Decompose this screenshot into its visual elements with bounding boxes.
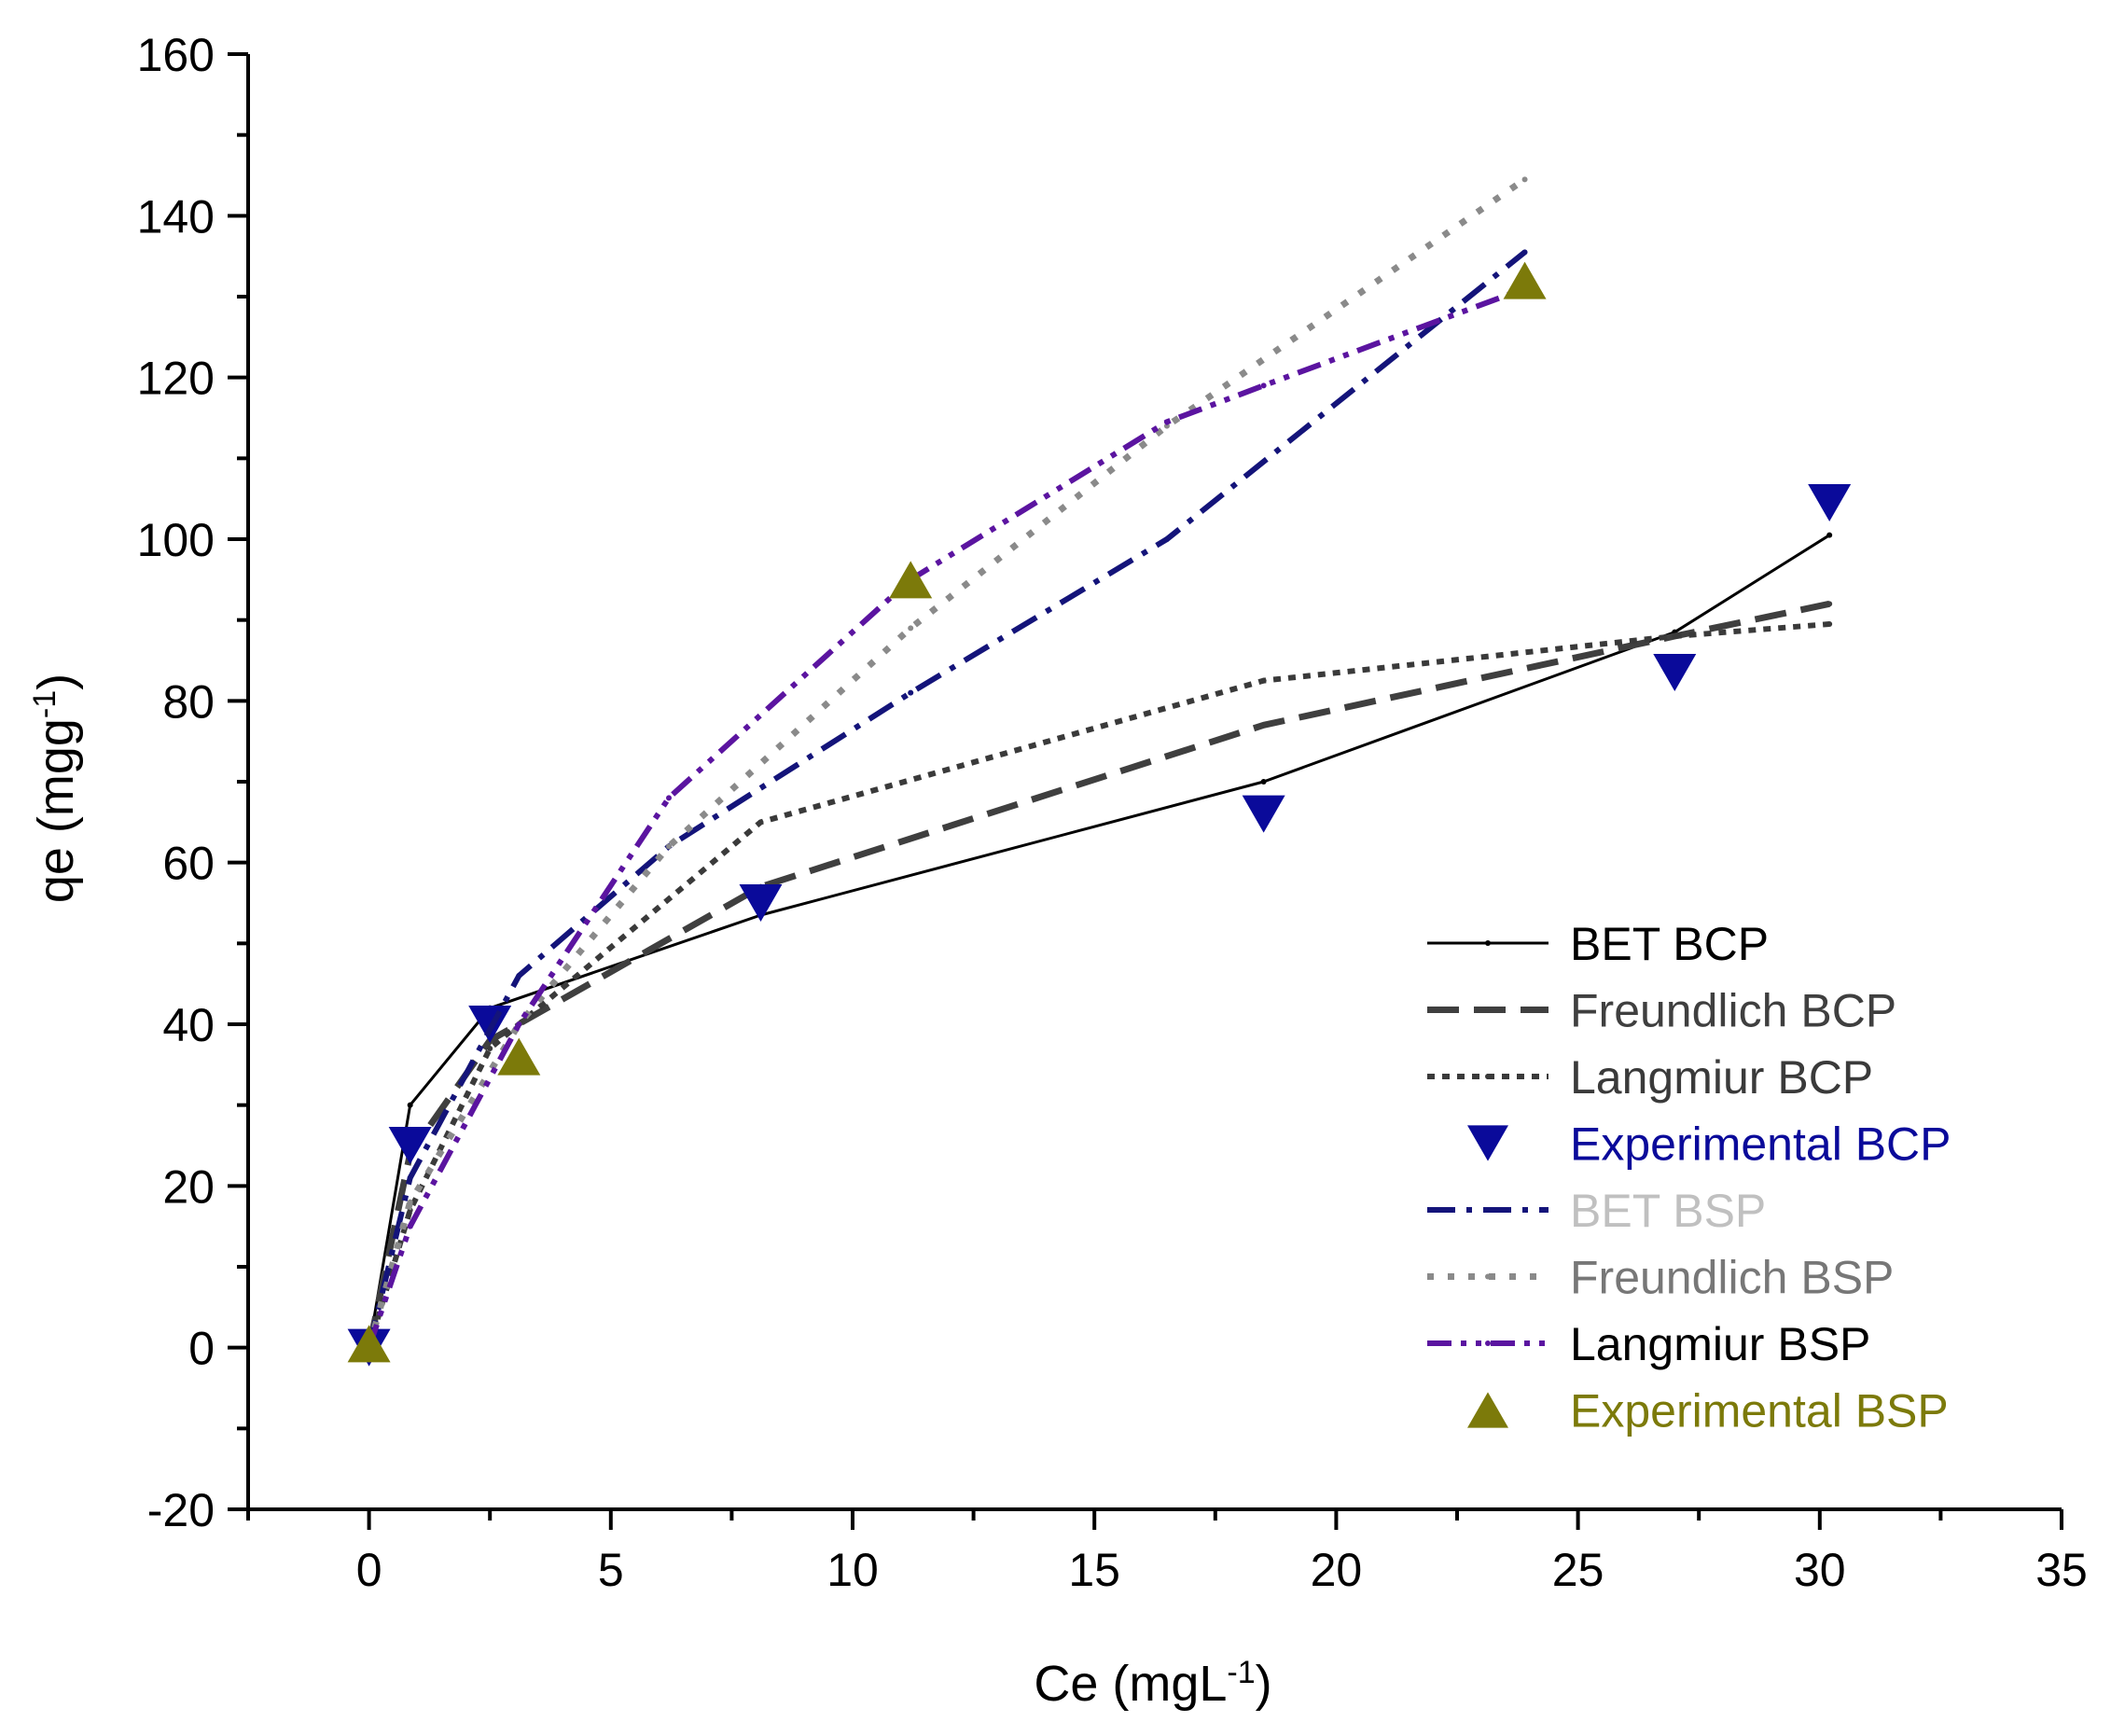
series-point [757,819,764,826]
series-experimental-bcp [347,483,1852,1367]
legend-swatch-point [1485,1074,1491,1079]
legend-item: Freundlich BSP [1427,1252,1894,1304]
legend-label: Langmiur BSP [1570,1318,1870,1370]
y-tick-label: 120 [137,353,215,405]
series-point [1826,532,1833,538]
legend-item: Freundlich BCP [1427,985,1896,1037]
y-tick-label: 60 [162,838,215,890]
series-point [407,1102,413,1108]
legend-label: Langmiur BCP [1570,1051,1873,1104]
x-tick-label: 0 [356,1544,382,1596]
series-point [1826,601,1833,607]
legend-swatch-point [1485,940,1491,946]
data-point [739,883,783,923]
series-point [1260,779,1267,785]
x-tick-label: 15 [1068,1544,1120,1596]
series-line [366,249,1527,1349]
legend-item: Experimental BSP [1467,1385,1949,1437]
legend-label: Freundlich BCP [1570,985,1896,1037]
x-tick-label: 20 [1311,1544,1363,1596]
legend-label: Freundlich BSP [1570,1252,1894,1304]
series-point [516,973,522,979]
series-point [407,1199,413,1205]
series-langmiur-bsp [366,285,1528,1351]
legend-item: BET BSP [1427,1185,1766,1237]
data-point [497,1037,541,1076]
series-point [908,689,914,696]
series-freundlich-bsp [366,176,1528,1351]
legend-swatch-point [1485,1007,1491,1013]
y-tick-label: 20 [162,1160,215,1213]
data-point [1653,653,1697,692]
series-point [1163,536,1170,542]
series-point [1260,677,1267,684]
series-point [1163,419,1170,425]
series-point [487,1046,493,1051]
legend-swatch-point [1485,1273,1491,1280]
legend-label: Experimental BCP [1570,1118,1951,1171]
data-point [1503,261,1547,299]
series-point [666,843,673,850]
series-point [516,1021,522,1027]
series-point [407,1174,413,1181]
legend-item: Experimental BCP [1467,1118,1951,1171]
legend-item: BET BCP [1427,918,1769,970]
y-tick-label: 100 [137,514,215,566]
legend-label: BET BSP [1570,1185,1766,1237]
series-point [1672,633,1678,639]
legend-swatch-point [1485,1207,1491,1213]
legend-label: Experimental BSP [1570,1385,1949,1437]
legend-item: Langmiur BCP [1427,1051,1873,1104]
axis-labels: Ce (mgL-1) qe (mgg-1) [27,674,1272,1712]
series-point [666,795,673,801]
y-axis-title-superscript: -1 [27,690,62,718]
x-tick-label: 30 [1794,1544,1846,1596]
series-bet-bsp [366,249,1528,1351]
data-point [1808,483,1852,522]
y-tick-label: 40 [162,999,215,1051]
x-axis-title: Ce (mgL-1) [1034,1655,1271,1712]
y-tick-label: 80 [162,675,215,728]
series-experimental-bsp [347,261,1547,1363]
series-line [366,285,1526,1349]
series-point [407,1223,413,1229]
series-point [1163,423,1170,429]
series-point [1521,176,1528,183]
y-axis-title-end: ) [28,674,84,690]
data-point [388,1126,432,1165]
legend-swatch-marker [1467,1392,1508,1428]
series-point [908,625,914,632]
data-point [889,561,933,599]
plot-series [347,176,1852,1367]
x-axis-title-main: Ce (mgL [1034,1656,1227,1712]
y-tick-label: -20 [147,1484,215,1536]
y-tick-label: 140 [137,190,215,243]
x-tick-label: 25 [1552,1544,1604,1596]
y-tick-label: 160 [137,29,215,81]
axes: 0 5 10 15 20 25 30 35 -20 0 20 40 60 80 100 120 140 160 [137,29,2088,1596]
legend-swatch-point [1485,1340,1491,1346]
x-axis-title-end: ) [1256,1656,1272,1712]
x-tick-label: 35 [2035,1544,2088,1596]
x-axis-title-superscript: -1 [1227,1655,1255,1690]
legend-swatch-marker [1467,1125,1508,1161]
data-point [1242,795,1285,833]
y-axis-title-main: qe (mgg [28,718,84,903]
series-point [1521,249,1528,256]
series-line [366,176,1527,1349]
legend-label: BET BCP [1570,918,1769,970]
x-tick-label: 5 [598,1544,624,1596]
x-tick-label: 10 [826,1544,879,1596]
series-point [1260,382,1267,389]
data-point [347,1325,391,1363]
series-point [1826,621,1833,627]
y-axis-title: qe (mgg-1) [27,674,84,903]
y-tick-label: 0 [188,1323,215,1375]
series-point [1260,722,1267,729]
legend: BET BCP Freundlich BCP Langmiur BCP Experim… [1427,918,1951,1437]
legend-item: Langmiur BSP [1427,1318,1870,1370]
